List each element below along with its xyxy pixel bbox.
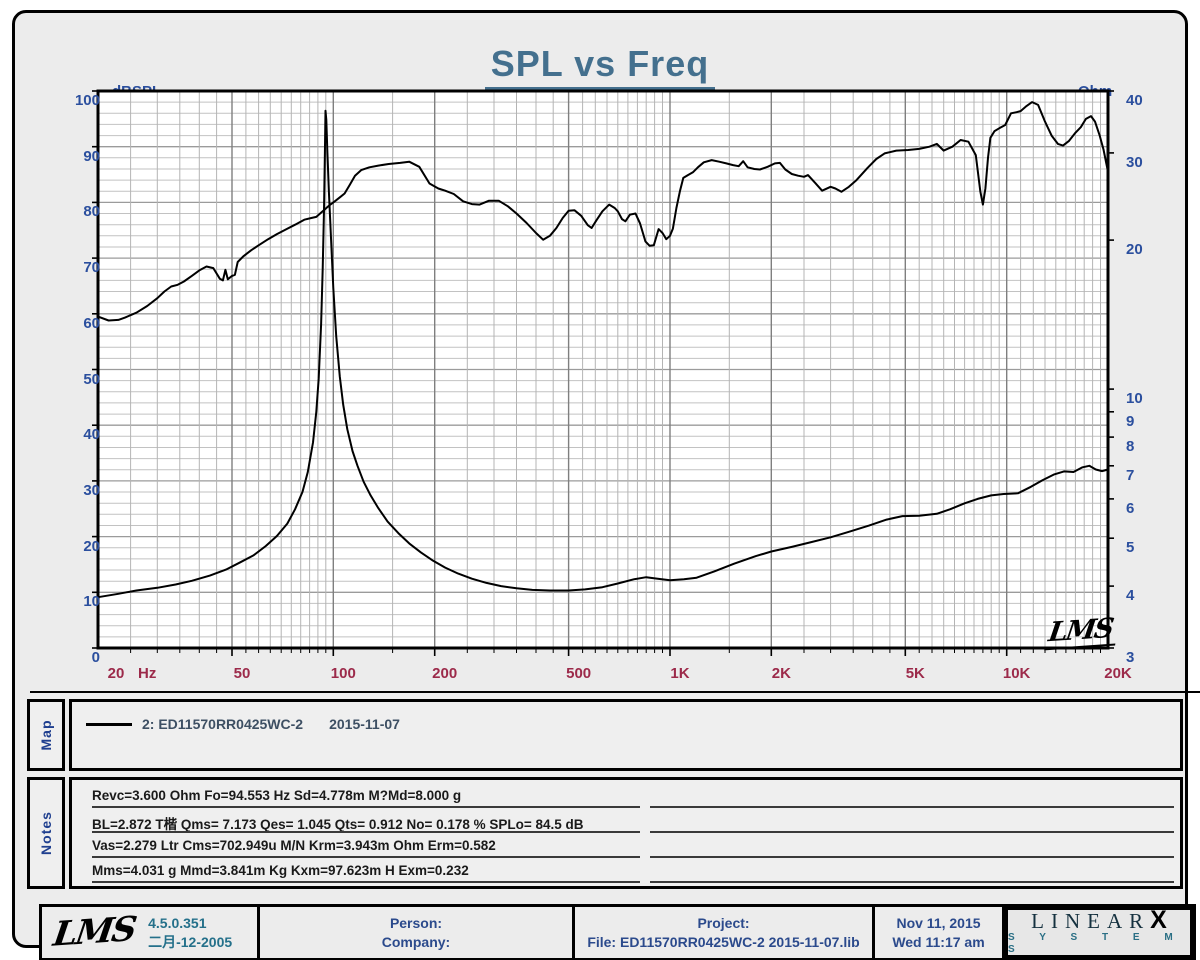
note-line-4: Mms=4.031 g Mmd=3.841m Kg Kxm=97.623m H … [92,863,640,883]
linearx-logo-bottom: S Y S T E M S [1008,932,1184,955]
right-tick-8: 8 [1126,438,1135,456]
version-date: 二月-12-2005 [148,933,233,950]
x-tick-20: 20 [107,665,125,682]
x-tick-100: 100 [330,665,356,682]
linearx-x: X [1150,906,1167,934]
right-tick-9: 9 [1126,412,1135,430]
x-tick-20K: 20K [1104,665,1132,682]
note-line-empty-1 [650,788,1174,808]
x-tick-200: 200 [432,665,458,682]
left-tick-80: 80 [83,203,100,221]
legend-name: 2: ED11570RR0425WC-2 [142,716,304,732]
legend-row: 2: ED11570RR0425WC-2 2015-11-07 [86,716,400,732]
x-tick-10K: 10K [1002,665,1031,682]
note-line-empty-3 [650,838,1174,858]
right-tick-30: 30 [1126,153,1143,171]
left-tick-70: 70 [83,259,100,277]
note-line-empty-2 [650,813,1174,833]
footer-bar: LMS 4.5.0.351 二月-12-2005 Person: Company… [39,904,1196,960]
x-tick-50: 50 [233,665,251,682]
page-title: SPL vs Freq [484,43,716,91]
spl-impedance-chart [92,89,1114,656]
right-tick-10: 10 [1126,390,1143,408]
x-tick-500: 500 [566,665,592,682]
lms-watermark: LMS [1044,612,1121,651]
company-label: Company: [381,933,451,950]
file-label: File: ED11570RR0425WC-2 2015-11-07.lib [587,933,860,950]
left-tick-10: 10 [83,593,100,611]
version-info: 4.5.0.351 二月-12-2005 [148,914,232,952]
notes-label-box: Notes [27,777,65,889]
project-label: Project: [697,914,750,931]
note-line-3: Vas=2.279 Ltr Cms=702.949u M/N Krm=3.943… [92,838,640,858]
right-tick-20: 20 [1126,241,1143,259]
legend-date: 2015-11-07 [329,716,400,732]
left-tick-0: 0 [91,649,100,666]
map-label-box: Map [27,699,65,771]
right-tick-6: 6 [1126,499,1135,517]
right-tick-7: 7 [1126,466,1135,484]
left-tick-90: 90 [83,147,100,165]
footer-version-cell: LMS 4.5.0.351 二月-12-2005 [42,907,260,958]
x-tick-2K: 2K [771,665,791,682]
left-tick-30: 30 [83,481,100,499]
notes-box: Revc=3.600 Ohm Fo=94.553 Hz Sd=4.778m M?… [69,777,1183,889]
x-tick-1K: 1K [670,665,690,682]
section-separator [30,691,1200,693]
right-tick-4: 4 [1126,587,1135,605]
note-line-empty-4 [650,863,1174,883]
footer-project-cell: Project: File: ED11570RR0425WC-2 2015-11… [575,907,875,958]
footer-brand-cell: LINEARX S Y S T E M S [1005,907,1193,958]
footer-person-cell: Person: Company: [260,907,575,958]
left-tick-60: 60 [83,314,100,332]
notes-label: Notes [38,811,54,855]
note-line-1: Revc=3.600 Ohm Fo=94.553 Hz Sd=4.778m M?… [92,788,640,808]
note-line-2: BL=2.872 T楷 Qms= 7.173 Qes= 1.045 Qts= 0… [92,813,640,833]
footer-date-cell: Nov 11, 2015 Wed 11:17 am [875,907,1005,958]
left-tick-40: 40 [83,426,100,444]
curve-impedance [97,109,1109,599]
report-frame: SPL vs Freq dBSPL Ohm 100908070605040302… [12,10,1200,960]
legend-line-swatch [86,722,132,726]
curve-spl [97,101,1109,322]
linearx-logo: LINEARX S Y S T E M S [1005,907,1193,958]
report-time: Wed 11:17 am [892,933,985,950]
right-tick-3: 3 [1126,649,1135,666]
lms-logo: LMS [50,909,138,955]
map-label: Map [38,719,54,751]
report-date: Nov 11, 2015 [896,914,981,931]
left-tick-50: 50 [83,370,100,388]
x-axis-unit: Hz [138,665,157,682]
right-tick-40: 40 [1126,92,1143,109]
linearx-logo-top: LINEARX [1031,906,1167,934]
right-tick-5: 5 [1126,539,1135,557]
version-number: 4.5.0.351 [148,914,207,931]
person-label: Person: [389,914,443,931]
left-tick-20: 20 [83,537,100,555]
left-tick-100: 100 [74,92,100,109]
x-tick-5K: 5K [905,665,925,682]
map-legend-box: 2: ED11570RR0425WC-2 2015-11-07 [69,699,1183,771]
chart-title-row: SPL vs Freq [15,43,1185,91]
